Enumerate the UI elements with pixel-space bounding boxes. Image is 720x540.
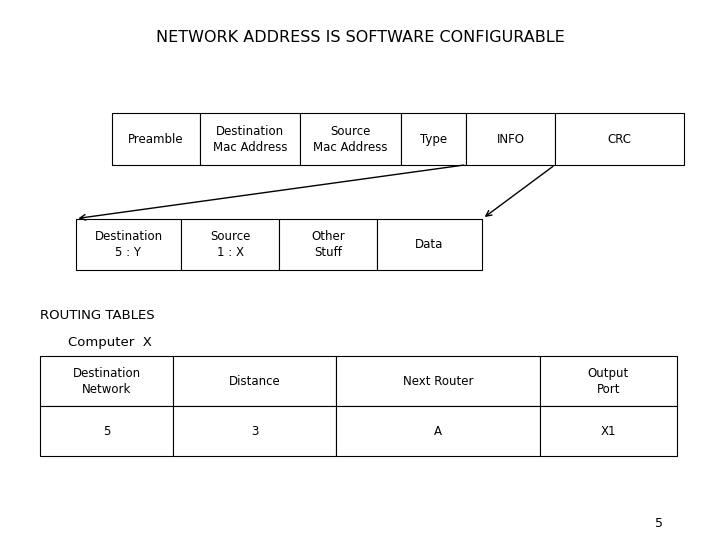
Bar (540, 406, 677, 456)
Text: CRC: CRC (608, 132, 631, 146)
Bar (279, 219, 377, 270)
Text: Output
Port: Output Port (588, 367, 629, 396)
Text: Type: Type (420, 132, 447, 146)
Text: Destination
Network: Destination Network (73, 367, 140, 396)
Bar (400, 113, 467, 165)
Text: Other
Stuff: Other Stuff (311, 230, 345, 259)
Bar (40, 406, 174, 456)
Bar (112, 113, 200, 165)
Bar (300, 113, 400, 165)
Text: Source
1 : X: Source 1 : X (210, 230, 251, 259)
Text: Preamble: Preamble (128, 132, 184, 146)
Text: Source
Mac Address: Source Mac Address (313, 125, 388, 153)
Text: A: A (434, 425, 442, 438)
Bar (555, 113, 684, 165)
Bar (336, 356, 540, 406)
Bar (174, 356, 336, 406)
Bar (377, 219, 482, 270)
Bar (40, 356, 174, 406)
Text: X1: X1 (600, 425, 616, 438)
Bar (200, 113, 300, 165)
Text: 5: 5 (654, 517, 663, 530)
Bar (174, 406, 336, 456)
Text: Distance: Distance (229, 375, 281, 388)
Text: 5: 5 (103, 425, 110, 438)
Text: 3: 3 (251, 425, 258, 438)
Text: Next Router: Next Router (402, 375, 473, 388)
Bar (336, 406, 540, 456)
Text: Destination
Mac Address: Destination Mac Address (213, 125, 288, 153)
Bar (467, 113, 555, 165)
Text: Data: Data (415, 238, 444, 251)
Text: NETWORK ADDRESS IS SOFTWARE CONFIGURABLE: NETWORK ADDRESS IS SOFTWARE CONFIGURABLE (156, 30, 564, 45)
Text: Computer  X: Computer X (68, 336, 152, 349)
Bar (181, 219, 279, 270)
Text: ROUTING TABLES: ROUTING TABLES (40, 309, 154, 322)
Bar (540, 356, 677, 406)
Text: Destination
5 : Y: Destination 5 : Y (94, 230, 163, 259)
Bar (76, 219, 181, 270)
Text: INFO: INFO (497, 132, 525, 146)
